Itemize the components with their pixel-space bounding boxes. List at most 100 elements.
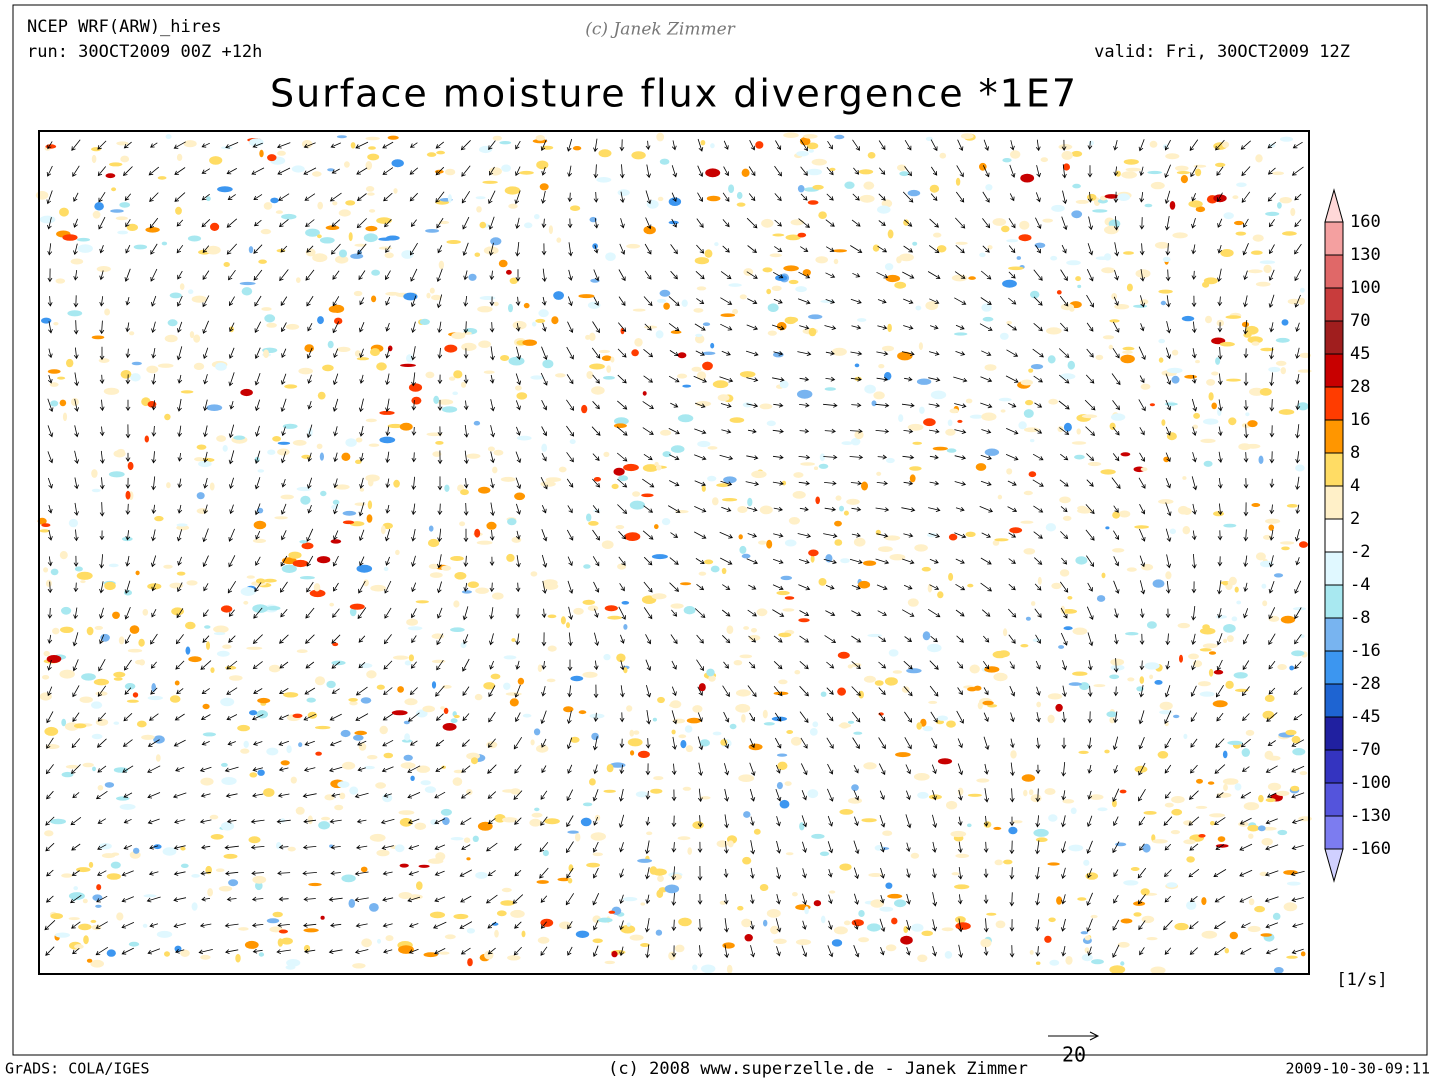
wind-arrow [800, 193, 808, 201]
field-blob [428, 525, 434, 532]
wind-arrow [541, 426, 547, 437]
wind-arrow [1139, 192, 1145, 203]
wind-arrow [1294, 580, 1302, 594]
field-blob [736, 191, 743, 200]
field-blob [365, 474, 380, 482]
wind-arrow [516, 346, 522, 360]
wind-arrow [435, 739, 445, 747]
wind-arrow [488, 685, 496, 698]
wind-arrow [1165, 633, 1171, 646]
field-blob [516, 392, 528, 400]
wind-arrow [1061, 841, 1066, 854]
wind-arrow [487, 791, 497, 799]
wind-arrow [1216, 712, 1224, 722]
field-blob [345, 200, 356, 206]
wind-arrow [384, 607, 392, 619]
wind-arrow [251, 714, 264, 721]
wind-arrow [877, 610, 887, 616]
wind-arrow [306, 245, 314, 253]
field-blob [342, 761, 356, 770]
field-blob [671, 729, 676, 735]
wind-arrow [281, 348, 287, 359]
field-blob [153, 844, 162, 850]
field-blob [1042, 218, 1053, 223]
field-blob [783, 265, 799, 272]
wind-arrow [1006, 349, 1019, 357]
field-blob [1276, 790, 1290, 797]
wind-arrow [436, 633, 444, 646]
wind-arrow [568, 296, 573, 307]
wind-arrow [929, 218, 939, 228]
wind-arrow [772, 377, 785, 382]
field-blob [1247, 269, 1263, 274]
wind-arrow [567, 764, 573, 774]
field-blob [891, 917, 898, 925]
field-blob [994, 538, 1009, 542]
field-blob [616, 653, 626, 663]
wind-arrow [1216, 792, 1224, 798]
wind-arrow [1214, 817, 1226, 826]
field-blob [807, 200, 819, 205]
field-blob [1144, 662, 1160, 670]
wind-arrow [1217, 296, 1223, 307]
wind-arrow [906, 842, 911, 853]
field-blob [301, 542, 314, 550]
field-blob [111, 187, 117, 192]
field-blob [586, 862, 600, 868]
field-blob [260, 228, 272, 235]
field-blob [589, 363, 605, 370]
wind-arrow [1243, 555, 1249, 568]
field-blob [960, 133, 974, 140]
wind-arrow [305, 219, 315, 227]
field-blob [770, 925, 779, 935]
colorbar-label: 4 [1350, 476, 1360, 496]
field-blob [779, 380, 789, 389]
field-blob [1213, 194, 1227, 203]
wind-arrow [723, 840, 729, 854]
field-blob [106, 873, 121, 880]
field-blob [914, 544, 928, 552]
field-blob [1101, 267, 1115, 274]
field-blob [930, 390, 947, 400]
field-blob [221, 762, 228, 767]
wind-arrow [1265, 922, 1279, 929]
field-blob [496, 910, 507, 917]
wind-arrow [773, 298, 783, 304]
wind-arrow [724, 788, 729, 802]
field-blob [620, 924, 636, 934]
field-blob [598, 349, 611, 354]
wind-arrow [567, 580, 574, 594]
field-blob [833, 258, 839, 265]
wind-arrow [1164, 685, 1171, 698]
field-blob [741, 553, 751, 559]
field-blob [1150, 966, 1166, 975]
field-blob [598, 149, 612, 158]
wind-arrow [645, 738, 651, 749]
field-blob [466, 752, 480, 760]
wind-arrow [228, 609, 235, 617]
field-blob [108, 471, 125, 478]
field-blob [216, 650, 230, 657]
wind-arrow [409, 192, 418, 202]
wind-arrow [1163, 869, 1172, 878]
wind-arrow [567, 505, 573, 514]
wind-arrow [876, 271, 889, 279]
field-blob [194, 457, 205, 462]
wind-arrow [956, 165, 964, 178]
field-blob [644, 597, 649, 603]
wind-arrow [1035, 244, 1041, 254]
field-blob [766, 539, 773, 549]
wind-arrow [1033, 375, 1043, 383]
field-blob [1262, 600, 1268, 607]
field-blob [737, 506, 748, 513]
field-blob [782, 608, 795, 612]
wind-arrow [1087, 660, 1093, 671]
wind-arrow [201, 142, 210, 148]
wind-arrow [1035, 866, 1040, 880]
wind-arrow [592, 505, 600, 514]
wind-arrow [278, 740, 290, 746]
wind-arrow [1268, 687, 1276, 695]
field-blob [813, 466, 819, 471]
wind-arrow [1191, 295, 1197, 308]
wind-arrow [356, 818, 367, 824]
